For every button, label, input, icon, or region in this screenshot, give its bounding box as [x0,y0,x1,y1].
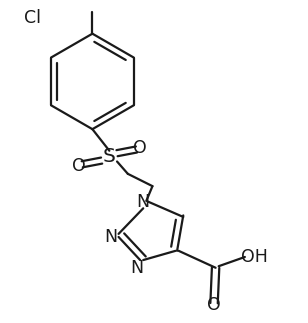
Text: Cl: Cl [24,9,41,27]
Text: O: O [133,139,147,157]
Text: S: S [103,147,116,166]
Text: O: O [207,296,221,314]
Text: N: N [131,259,144,277]
Text: N: N [137,193,150,211]
Text: OH: OH [241,248,268,266]
Text: N: N [104,228,117,246]
Text: O: O [72,157,85,175]
